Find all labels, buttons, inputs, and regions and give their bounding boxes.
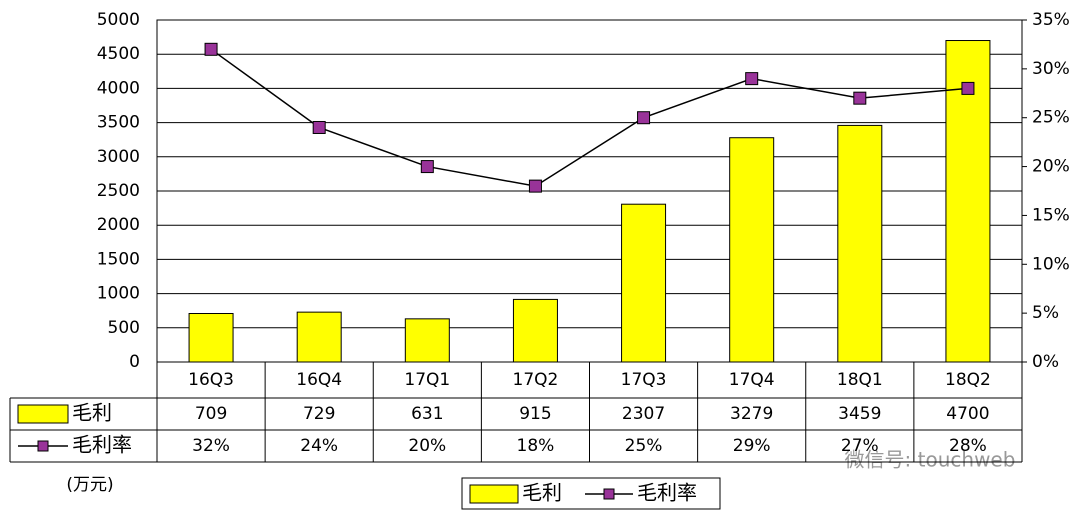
- y-tick-label: 3000: [97, 147, 140, 167]
- y-tick-label: 2500: [97, 181, 140, 201]
- table-value: 20%: [408, 436, 446, 456]
- table-value: 4700: [946, 404, 989, 424]
- bar: [729, 137, 775, 363]
- y2-tick-label: 25%: [1032, 108, 1070, 128]
- y-tick-label: 1500: [97, 249, 140, 269]
- y-tick-label: 5000: [97, 10, 140, 30]
- table-value: 3459: [838, 404, 881, 424]
- table-series-name: 毛利: [72, 401, 112, 425]
- y2-tick-label: 15%: [1032, 205, 1070, 225]
- x-tick-label: 17Q2: [513, 370, 559, 390]
- table-value: 29%: [733, 436, 771, 456]
- marker: [853, 91, 867, 105]
- y2-tick-label: 35%: [1032, 10, 1070, 30]
- marker: [961, 81, 975, 95]
- y-tick-label: 1000: [97, 284, 140, 304]
- y-tick-label: 4000: [97, 78, 140, 98]
- bar: [837, 124, 883, 363]
- x-tick-label: 18Q2: [945, 370, 991, 390]
- table-value: 25%: [625, 436, 663, 456]
- table-value: 27%: [841, 436, 879, 456]
- y-tick-label: 500: [108, 318, 140, 338]
- legend-label: 毛利率: [637, 481, 697, 505]
- legend-key: [603, 488, 615, 500]
- x-tick-label: 16Q4: [296, 370, 342, 390]
- table-value: 3279: [730, 404, 773, 424]
- y-tick-label: 4500: [97, 44, 140, 64]
- x-tick-label: 17Q4: [729, 370, 775, 390]
- legend-key: [469, 484, 519, 504]
- legend-key: [17, 404, 69, 424]
- line: [210, 48, 969, 187]
- y2-tick-label: 30%: [1032, 59, 1070, 79]
- y2-tick-label: 0%: [1032, 352, 1059, 372]
- table-value: 24%: [300, 436, 338, 456]
- bar: [188, 313, 234, 363]
- table-value: 32%: [192, 436, 230, 456]
- y-tick-label: 2000: [97, 215, 140, 235]
- table-value: 18%: [517, 436, 555, 456]
- y2-tick-label: 5%: [1032, 303, 1059, 323]
- y-tick-label: 3500: [97, 113, 140, 133]
- table-series-name: 毛利率: [72, 433, 132, 457]
- table-value: 709: [195, 404, 227, 424]
- marker: [420, 160, 434, 174]
- marker: [312, 120, 326, 134]
- unit-label: (万元): [66, 475, 113, 495]
- x-tick-label: 18Q1: [837, 370, 883, 390]
- legend-key: [37, 440, 49, 452]
- legend-label: 毛利: [522, 481, 562, 505]
- table-value: 915: [519, 404, 551, 424]
- y2-tick-label: 20%: [1032, 157, 1070, 177]
- bar: [621, 203, 667, 363]
- marker: [204, 42, 218, 56]
- y2-tick-label: 10%: [1032, 254, 1070, 274]
- marker: [637, 111, 651, 125]
- marker: [745, 72, 759, 86]
- bar: [512, 298, 558, 363]
- bar: [404, 318, 450, 363]
- y-tick-label: 0: [129, 352, 140, 372]
- marker: [528, 179, 542, 193]
- x-tick-label: 17Q3: [621, 370, 667, 390]
- table-value: 2307: [622, 404, 665, 424]
- x-tick-label: 16Q3: [188, 370, 234, 390]
- bar: [296, 311, 342, 363]
- table-value: 631: [411, 404, 443, 424]
- table-value: 28%: [949, 436, 987, 456]
- x-tick-label: 17Q1: [404, 370, 450, 390]
- table-value: 729: [303, 404, 335, 424]
- watermark: 微信号: touchweb: [845, 448, 1016, 472]
